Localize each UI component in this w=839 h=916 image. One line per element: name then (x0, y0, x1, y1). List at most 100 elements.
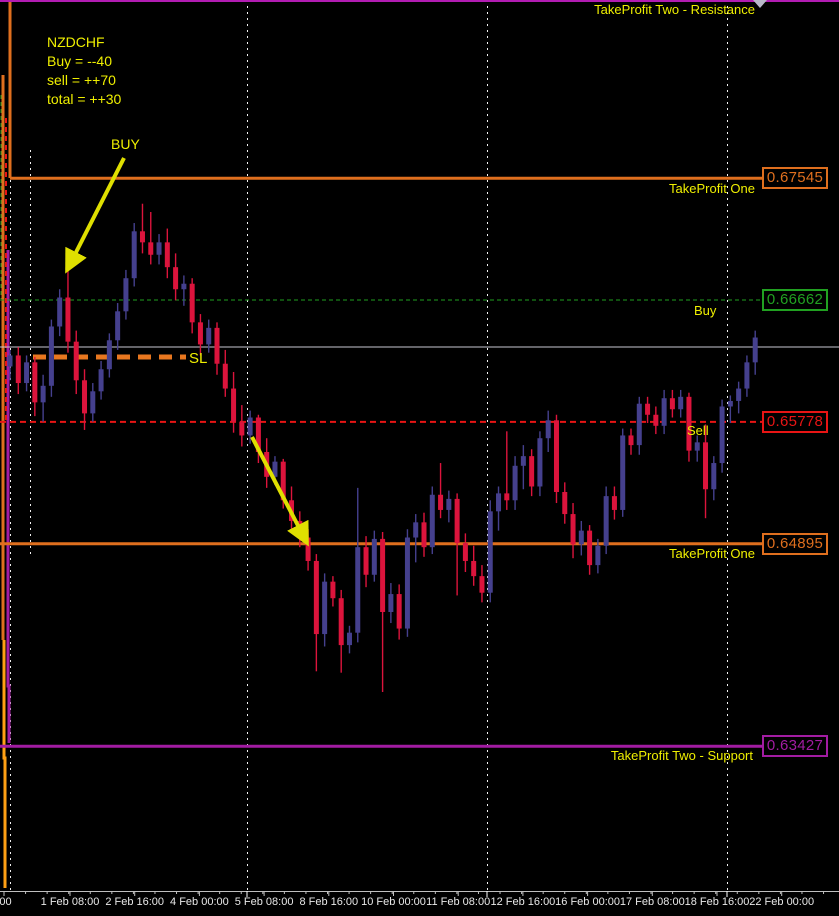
time-axis-label: 22 Feb 00:00 (749, 896, 815, 908)
time-axis-label: 5 Feb 08:00 (234, 896, 294, 908)
candle (90, 391, 96, 414)
candle (404, 537, 410, 629)
time-axis-label: 18 Feb 16:00 (684, 896, 750, 908)
candle (645, 403, 651, 415)
candle (413, 522, 419, 538)
buy-stat-label: Buy = --40 (47, 53, 112, 69)
candle (189, 283, 195, 323)
candle (346, 632, 352, 646)
time-axis-label: 4 Feb 00:00 (170, 896, 229, 908)
candle (636, 403, 642, 446)
trade-info-box: NZDCHF Buy = --40 sell = ++70 total = ++… (47, 33, 121, 109)
candle (529, 456, 535, 487)
candle (181, 283, 187, 290)
candle (355, 547, 361, 633)
scroll-marker-icon (753, 0, 767, 8)
sl-annotation-label: SL (189, 350, 208, 367)
takeprofit-one-support-price-label: 0.64895 (762, 532, 828, 555)
candle (752, 337, 758, 363)
candle (65, 297, 71, 342)
candle (678, 396, 684, 410)
candle (57, 297, 63, 327)
candle (313, 560, 319, 635)
takeprofit-two-support-price-label: 0.63427 (762, 735, 828, 758)
time-axis-label: :00 (0, 896, 12, 908)
time-axis-label: 2 Feb 16:00 (105, 896, 165, 908)
sell-level-label: Sell (687, 423, 709, 438)
time-axis-label: 11 Feb 08:00 (426, 896, 491, 908)
candle (669, 398, 675, 410)
candle (471, 560, 477, 577)
candle (686, 396, 692, 451)
total-stat-label: total = ++30 (47, 91, 122, 107)
candle (380, 538, 386, 612)
takeprofit-two-resistance-label: TakeProfit Two - Resistance (594, 2, 755, 17)
takeprofit-one-resistance-label: TakeProfit One (669, 181, 755, 196)
candle (24, 362, 30, 384)
candle (131, 231, 137, 279)
candle (462, 543, 468, 561)
candle (305, 537, 311, 561)
candle (479, 576, 485, 593)
candle (496, 493, 502, 512)
sell-level-price-label: 0.65778 (762, 410, 828, 433)
candle (123, 278, 129, 312)
candle (587, 530, 593, 566)
candle (197, 322, 203, 345)
candle (106, 340, 112, 370)
candle (40, 385, 46, 403)
candle (322, 581, 328, 635)
candle (272, 461, 278, 477)
takeprofit-one-support-label: TakeProfit One (669, 546, 755, 561)
sell-arrow (250, 436, 309, 547)
candle (446, 498, 452, 510)
candle (454, 498, 460, 544)
time-axis-label: 1 Feb 08:00 (40, 896, 100, 908)
candle (553, 420, 559, 492)
candle (744, 362, 750, 389)
candle (570, 514, 576, 545)
candle (164, 242, 170, 268)
buy-arrow (65, 157, 126, 274)
candle (98, 369, 104, 392)
candle (620, 435, 626, 510)
candle (396, 594, 402, 629)
candle (330, 581, 336, 599)
candle (694, 442, 700, 451)
candle (214, 327, 220, 364)
candle (736, 388, 742, 401)
candle (628, 435, 634, 446)
candle (520, 456, 526, 466)
candle (371, 538, 377, 575)
buy-level-label: Buy (694, 303, 717, 318)
takeprofit-two-support-label: TakeProfit Two - Support (610, 748, 753, 763)
candle (82, 380, 88, 414)
candle (239, 421, 245, 436)
candle (438, 494, 444, 510)
candle (578, 530, 584, 545)
left-edge-history-lines (0, 0, 12, 888)
candle (504, 493, 510, 501)
symbol-label: NZDCHF (47, 34, 105, 50)
time-axis-ticks (0, 891, 839, 897)
candle (338, 598, 344, 646)
time-axis-label: 12 Feb 16:00 (490, 896, 556, 908)
takeprofit-one-resistance-price-label: 0.67545 (762, 167, 828, 190)
candle (611, 496, 617, 510)
candle (487, 511, 493, 593)
candle (703, 442, 709, 490)
candle (255, 417, 261, 452)
candle (545, 420, 551, 439)
candle (222, 363, 228, 389)
candle (73, 341, 79, 381)
candle (231, 388, 237, 422)
period-separators (10, 0, 728, 890)
candle (173, 267, 179, 290)
candle (363, 547, 369, 575)
candles (7, 203, 758, 692)
candle (711, 463, 717, 490)
candle (15, 355, 21, 384)
candle (429, 494, 435, 548)
